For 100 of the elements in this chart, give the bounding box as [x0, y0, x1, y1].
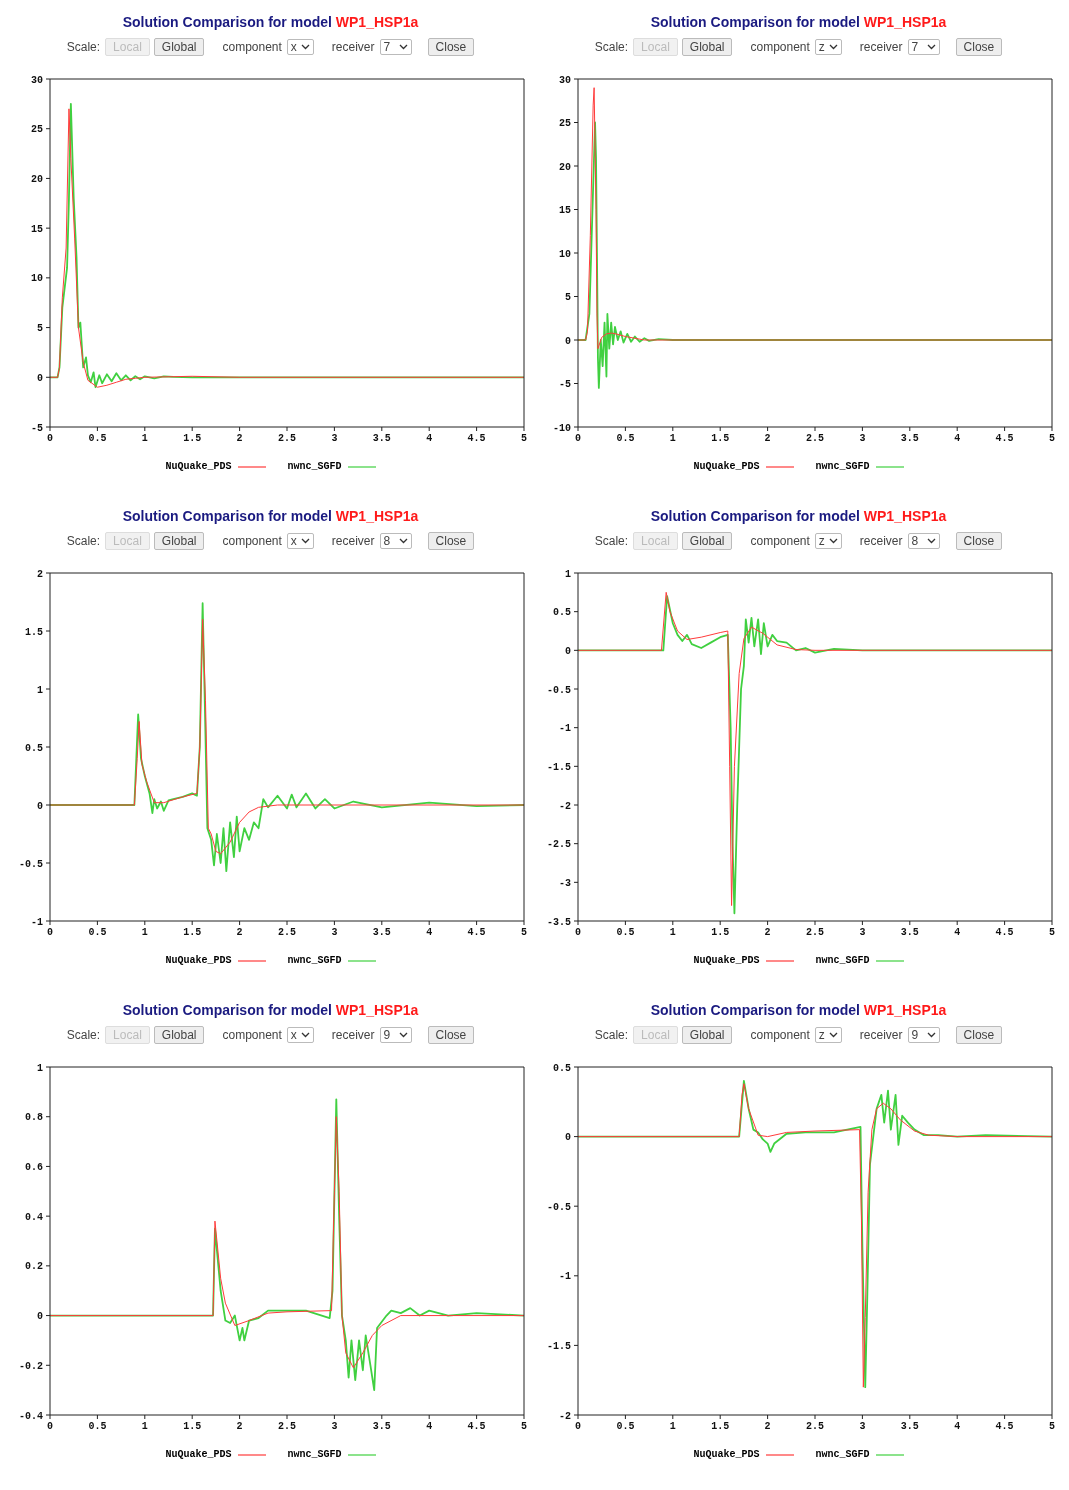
text: receiver [331, 40, 375, 54]
y-tick-label: 0 [36, 800, 43, 812]
x-tick-label: 0.5 [88, 927, 107, 939]
x-tick-label: 0.5 [88, 1421, 107, 1433]
x-tick-label: 4.5 [995, 927, 1014, 939]
legend-label: NuQuake_PDS [693, 461, 760, 472]
x-tick-label: 2 [764, 1421, 771, 1433]
x-tick-label: 1 [669, 433, 676, 445]
text: Scale: [66, 40, 101, 54]
text: component [750, 40, 810, 54]
x-tick-label: 2.5 [277, 433, 297, 445]
text: Close [955, 532, 1003, 550]
text: Global [681, 1026, 733, 1044]
text: component [222, 1028, 282, 1042]
x-tick-label: 1 [141, 433, 148, 445]
y-tick-label: 15 [30, 223, 43, 235]
y-tick-label: 0.8 [24, 1112, 43, 1124]
y-tick-label: 30 [30, 74, 43, 86]
legend-label: nwnc_SGFD [815, 955, 870, 966]
x-tick-label: 0 [46, 927, 54, 939]
text: Scale: [594, 534, 629, 548]
x-tick-label: 4.5 [995, 1421, 1014, 1433]
legend-label: NuQuake_PDS [693, 1449, 760, 1460]
x-tick-label: 4 [954, 1421, 961, 1433]
legend-label: nwnc_SGFD [287, 461, 342, 472]
legend-label: NuQuake_PDS [165, 1449, 232, 1460]
x-tick-label: 4 [954, 927, 961, 939]
chart-title: Solution Comparison for model WP1_HSP1a [122, 508, 419, 524]
x-tick-label: 0.5 [88, 433, 107, 445]
y-tick-label: -0.5 [546, 1201, 571, 1213]
text: receiver [859, 40, 903, 54]
x-tick-label: 5 [520, 1421, 528, 1433]
y-tick-label: 0.6 [24, 1161, 43, 1173]
y-tick-label: -1.5 [546, 1340, 571, 1352]
x-tick-label: 1.5 [711, 1421, 730, 1433]
y-tick-label: 10 [558, 248, 571, 260]
legend-label: NuQuake_PDS [165, 955, 232, 966]
x-tick-label: 2.5 [805, 1421, 825, 1433]
chart-title: Solution Comparison for model WP1_HSP1a [650, 14, 947, 30]
y-tick-label: 5 [36, 323, 43, 335]
text: x [290, 534, 297, 548]
text: 7 [911, 40, 919, 54]
y-tick-label: -0.4 [18, 1410, 43, 1422]
text: component [222, 40, 282, 54]
x-tick-label: 3.5 [372, 927, 391, 939]
x-tick-label: 2.5 [277, 1421, 297, 1433]
text: z [818, 1028, 825, 1042]
x-tick-label: 0.5 [616, 1421, 635, 1433]
legend-label: nwnc_SGFD [815, 461, 870, 472]
text: x [290, 1028, 297, 1042]
x-tick-label: 1.5 [711, 927, 730, 939]
text: Global [681, 38, 733, 56]
text: z [818, 534, 825, 548]
text: Close [955, 38, 1003, 56]
x-tick-label: 4.5 [995, 433, 1014, 445]
x-tick-label: 0 [46, 1421, 54, 1433]
x-tick-label: 0.5 [616, 927, 635, 939]
y-tick-label: -2 [558, 800, 571, 812]
y-tick-label: 1 [36, 684, 43, 696]
chart-title: Solution Comparison for model WP1_HSP1a [650, 508, 947, 524]
text: 9 [383, 1028, 391, 1042]
line-series [578, 87, 1052, 350]
y-tick-label: -3.5 [546, 916, 571, 928]
text: Close [427, 532, 475, 550]
y-tick-label: 25 [30, 124, 43, 136]
x-tick-label: 1 [669, 927, 676, 939]
x-tick-label: 5 [1048, 927, 1056, 939]
x-tick-label: 1 [669, 1421, 676, 1433]
x-tick-label: 1.5 [183, 433, 202, 445]
y-tick-label: 25 [558, 118, 571, 130]
x-tick-label: 4.5 [467, 1421, 486, 1433]
x-tick-label: 0 [574, 433, 582, 445]
text: receiver [859, 534, 903, 548]
text: receiver [331, 534, 375, 548]
x-tick-label: 3 [859, 433, 866, 445]
y-tick-label: -0.5 [546, 684, 571, 696]
y-tick-label: 5 [564, 292, 571, 304]
x-tick-label: 2 [764, 433, 771, 445]
x-tick-label: 4 [954, 433, 961, 445]
x-tick-label: 4 [426, 927, 433, 939]
x-tick-label: 4.5 [467, 927, 486, 939]
text: Global [153, 38, 205, 56]
y-tick-label: -1 [30, 916, 43, 928]
y-tick-label: -3 [558, 877, 571, 889]
x-tick-label: 3 [859, 1421, 866, 1433]
y-tick-label: 1 [36, 1062, 43, 1074]
text: Scale: [594, 40, 629, 54]
x-tick-label: 5 [1048, 1421, 1056, 1433]
x-tick-label: 1 [141, 1421, 148, 1433]
text: Scale: [66, 534, 101, 548]
y-tick-label: -0.5 [18, 858, 43, 870]
y-tick-label: -1 [558, 723, 571, 735]
x-tick-label: 3.5 [372, 1421, 391, 1433]
y-tick-label: 0 [564, 335, 571, 347]
text: component [222, 534, 282, 548]
y-tick-label: -5 [30, 422, 43, 434]
y-tick-label: -1 [558, 1271, 571, 1283]
y-tick-label: 20 [558, 161, 571, 173]
y-tick-label: 0.2 [24, 1261, 43, 1273]
x-tick-label: 3 [331, 433, 338, 445]
